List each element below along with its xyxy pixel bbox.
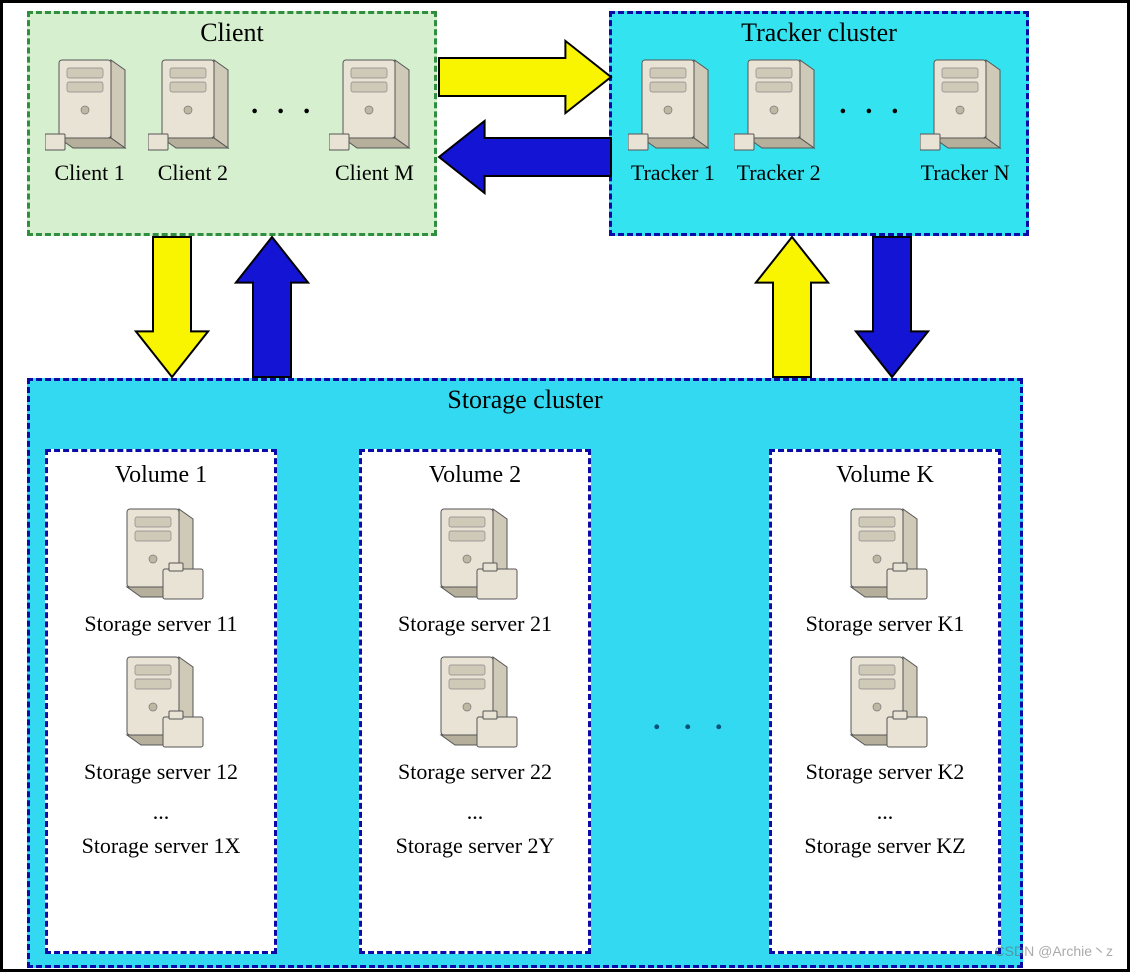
tracker-label: Tracker N: [921, 160, 1010, 186]
storage-label: Storage server 22: [398, 759, 552, 785]
storage-server-icon: [837, 503, 933, 605]
client-nodes: Client 1 Client 2 . . . Client M: [30, 54, 434, 192]
volume-box: Volume 2 Storage server 21 Storage serve…: [359, 449, 591, 954]
client-node: Client M: [329, 54, 419, 186]
tracker-nodes: Tracker 1 Tracker 2 . . . Tracker N: [612, 54, 1026, 192]
client-title: Client: [30, 18, 434, 48]
storage-server-icon: [113, 651, 209, 753]
server-icon: [628, 54, 718, 154]
client-node: Client 2: [148, 54, 238, 186]
storage-label: Storage server KZ: [772, 833, 998, 859]
server-icon: [734, 54, 824, 154]
storage-label: Storage server 21: [398, 611, 552, 637]
storage-server-icon: [113, 503, 209, 605]
client-node: Client 1: [45, 54, 135, 186]
tracker-node: Tracker 1: [628, 54, 718, 186]
client-label: Client 1: [54, 160, 124, 186]
volume-box: Volume 1 Storage server 11 Storage serve…: [45, 449, 277, 954]
volume-title: Volume 2: [362, 462, 588, 489]
ellipsis: ...: [362, 799, 588, 825]
storage-node: Storage server 12: [48, 651, 274, 785]
storage-node: Storage server 21: [362, 503, 588, 637]
storage-server-icon: [427, 503, 523, 605]
tracker-node: Tracker N: [920, 54, 1010, 186]
tracker-label: Tracker 1: [631, 160, 715, 186]
storage-label: Storage server 12: [84, 759, 238, 785]
storage-label: Storage server K1: [806, 611, 965, 637]
storage-node: Storage server 11: [48, 503, 274, 637]
client-label: Client 2: [158, 160, 228, 186]
storage-label: Storage server K2: [806, 759, 965, 785]
client-label: Client M: [335, 160, 414, 186]
storage-node: Storage server K1: [772, 503, 998, 637]
storage-label: Storage server 1X: [48, 833, 274, 859]
server-icon: [920, 54, 1010, 154]
storage-node: Storage server K2: [772, 651, 998, 785]
storage-title: Storage cluster: [30, 381, 1020, 415]
ellipsis: . . .: [653, 703, 731, 737]
volume-title: Volume K: [772, 462, 998, 489]
server-icon: [45, 54, 135, 154]
storage-label: Storage server 2Y: [362, 833, 588, 859]
ellipsis: ...: [772, 799, 998, 825]
ellipsis: . . .: [251, 89, 316, 151]
storage-server-icon: [427, 651, 523, 753]
storage-node: Storage server 22: [362, 651, 588, 785]
client-cluster: Client Client 1 Client 2 . . . Client M: [27, 11, 437, 236]
tracker-cluster: Tracker cluster Tracker 1 Tracker 2 . . …: [609, 11, 1029, 236]
ellipsis: ...: [48, 799, 274, 825]
tracker-node: Tracker 2: [734, 54, 824, 186]
storage-server-icon: [837, 651, 933, 753]
volume-box: Volume K Storage server K1 Storage serve…: [769, 449, 1001, 954]
volume-title: Volume 1: [48, 462, 274, 489]
storage-label: Storage server 11: [84, 611, 237, 637]
server-icon: [148, 54, 238, 154]
ellipsis: . . .: [839, 89, 904, 151]
watermark: CSDN @Archie丶z: [995, 941, 1113, 961]
tracker-label: Tracker 2: [737, 160, 821, 186]
tracker-title: Tracker cluster: [612, 18, 1026, 48]
server-icon: [329, 54, 419, 154]
